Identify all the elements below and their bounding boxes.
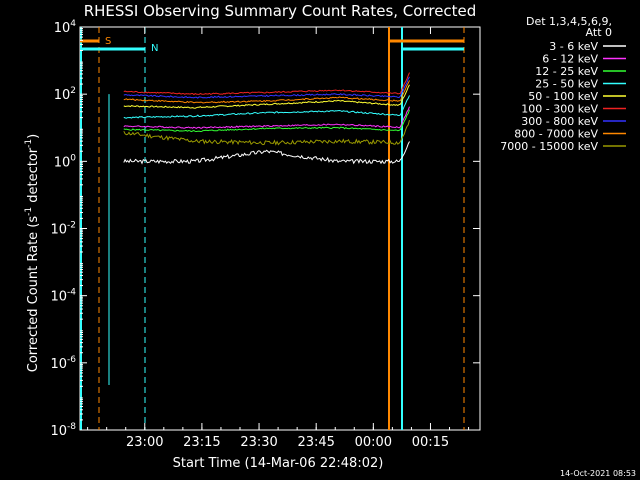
series-lines bbox=[123, 72, 410, 165]
footer-timestamp: 14-Oct-2021 08:53 bbox=[560, 469, 636, 478]
y-axis-label-part: Corrected Count Rate (s bbox=[26, 216, 41, 373]
y-axis-label-part: ) bbox=[26, 134, 41, 139]
x-tick-label: 23:00 bbox=[126, 435, 163, 450]
night-marker-label: N bbox=[151, 43, 158, 54]
legend-entry-label: 300 - 800 keV bbox=[521, 115, 598, 128]
y-axis-label-sup: -1 bbox=[24, 207, 34, 216]
plot-border bbox=[79, 26, 481, 431]
y-tick-label: 102 bbox=[54, 86, 76, 103]
plot-frame bbox=[79, 26, 481, 431]
x-tick-label: 23:30 bbox=[240, 435, 277, 450]
y-axis-label-part: detector bbox=[26, 147, 41, 207]
y-tick-label: 100 bbox=[54, 153, 77, 170]
series-line bbox=[123, 72, 410, 96]
y-tick-label: 10-8 bbox=[50, 422, 76, 439]
x-tick-label: 00:15 bbox=[412, 435, 449, 450]
y-axis-label: Corrected Count Rate (s-1 detector-1) bbox=[24, 134, 41, 372]
series-line bbox=[123, 84, 410, 109]
legend-entry-label: 800 - 7000 keV bbox=[514, 128, 598, 141]
chart-title: RHESSI Observing Summary Count Rates, Co… bbox=[84, 2, 477, 20]
x-tick-label: 00:00 bbox=[355, 435, 392, 450]
series-line bbox=[123, 109, 410, 133]
series-line bbox=[123, 106, 410, 129]
legend-entry-label: 12 - 25 keV bbox=[535, 65, 598, 78]
y-tick-label: 104 bbox=[54, 19, 77, 36]
legend-entry-label: 50 - 100 keV bbox=[528, 90, 598, 103]
legend-header: Det 1,3,4,5,6,9, bbox=[526, 15, 612, 28]
legend-header: Att 0 bbox=[586, 26, 612, 39]
saa-marker-label: S bbox=[105, 36, 111, 47]
legend-entry-label: 25 - 50 keV bbox=[535, 78, 598, 91]
x-axis: 23:00 23:15 23:30 23:45 00:00 00:15 bbox=[87, 27, 470, 450]
series-line bbox=[123, 95, 410, 119]
y-tick-label: 10-4 bbox=[50, 288, 76, 305]
x-axis-label: Start Time (14-Mar-06 22:48:02) bbox=[173, 456, 384, 471]
x-tick-label: 23:15 bbox=[183, 435, 220, 450]
series-line bbox=[123, 76, 410, 99]
legend-entry-label: 100 - 300 keV bbox=[521, 103, 598, 116]
legend-entry-label: 7000 - 15000 keV bbox=[500, 140, 598, 153]
y-tick-label: 10-2 bbox=[50, 221, 76, 238]
legend-entry-label: 3 - 6 keV bbox=[549, 40, 598, 53]
y-axis-label-sup: -1 bbox=[24, 139, 34, 148]
observation-markers: SN bbox=[80, 27, 465, 430]
series-line bbox=[123, 119, 410, 146]
series-line bbox=[123, 80, 410, 104]
y-tick-label: 10-6 bbox=[50, 355, 76, 372]
x-tick-label: 23:45 bbox=[297, 435, 334, 450]
legend-entry-label: 6 - 12 keV bbox=[542, 53, 598, 66]
y-axis: 104 102 100 10-2 10-4 10-6 10-8 bbox=[50, 19, 480, 439]
series-line bbox=[123, 141, 410, 165]
